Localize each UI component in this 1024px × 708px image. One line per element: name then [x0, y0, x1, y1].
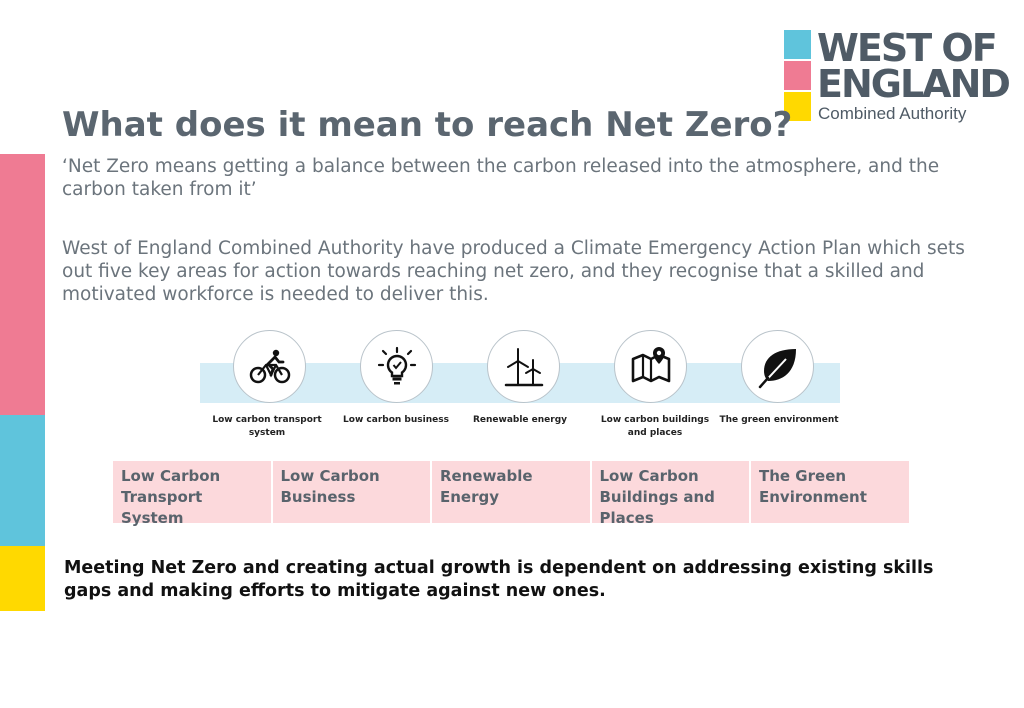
icon-label-environment: The green environment [719, 415, 839, 425]
wind-turbine-icon [487, 330, 560, 403]
card-environment: The Green Environment [751, 461, 909, 523]
icon-label-buildings: Low carbon buildings and places [600, 415, 710, 438]
page-title: What does it mean to reach Net Zero? [62, 105, 793, 145]
blue-side-bar [0, 415, 45, 546]
card-renewable: Renewable Energy [432, 461, 590, 523]
key-areas-cards: Low Carbon Transport System Low Carbon B… [113, 461, 909, 527]
icon-label-business: Low carbon business [343, 415, 449, 425]
bottom-statement: Meeting Net Zero and creating actual gro… [64, 558, 934, 601]
yellow-side-bar [0, 546, 45, 611]
logo-line-2: ENGLAND [817, 62, 1011, 106]
net-zero-quote: ‘Net Zero means getting a balance betwee… [62, 156, 940, 200]
icon-label-transport: Low carbon transport system [212, 415, 322, 438]
map-pin-icon [614, 330, 687, 403]
pink-side-bar [0, 154, 45, 415]
cyclist-icon [233, 330, 306, 403]
logo-pink-square [784, 61, 811, 90]
lightbulb-icon [360, 330, 433, 403]
intro-paragraph: West of England Combined Authority have … [62, 238, 965, 305]
card-business: Low Carbon Business [272, 461, 430, 523]
card-buildings: Low Carbon Buildings and Places [591, 461, 749, 527]
icon-label-renewable: Renewable energy [472, 415, 568, 425]
logo-blue-square [784, 30, 811, 59]
logo-line-3: Combined Authority [818, 104, 967, 123]
logo-line-1: WEST OF [817, 26, 998, 70]
west-of-england-logo: WEST OF ENGLAND Combined Authority [784, 26, 1011, 125]
leaf-icon [741, 330, 814, 403]
logo-yellow-square [784, 92, 811, 121]
card-transport: Low Carbon Transport System [113, 461, 271, 527]
